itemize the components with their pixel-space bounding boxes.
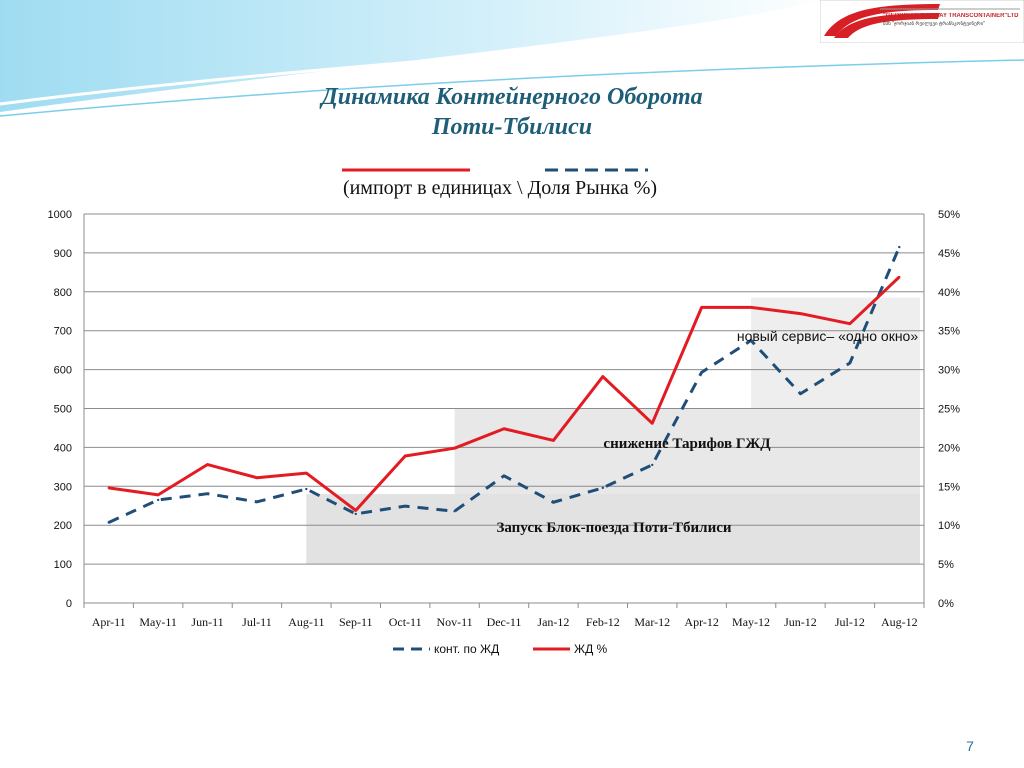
- data-point: [700, 306, 703, 309]
- data-point: [403, 504, 407, 508]
- left-tick-label: 0: [66, 598, 72, 610]
- x-tick-label: Jun-12: [784, 615, 817, 629]
- series-lines: [107, 245, 901, 524]
- page-title: Динамика Контейнерного Оборота Поти-Тбил…: [0, 82, 1024, 142]
- data-point: [749, 339, 753, 342]
- x-tick-label: May-12: [732, 615, 770, 629]
- data-point: [651, 422, 654, 425]
- data-point: [255, 476, 259, 479]
- subtitle: (импорт в единицах \ Доля Рынка %): [342, 177, 658, 199]
- x-tick-label: Jun-11: [191, 615, 223, 629]
- data-point: [403, 454, 407, 458]
- x-tick-label: Aug-11: [288, 615, 324, 629]
- right-tick-label: 0%: [938, 598, 954, 610]
- left-tick-label: 1000: [48, 209, 72, 221]
- data-point: [354, 512, 357, 516]
- x-tick-label: Apr-11: [92, 615, 126, 629]
- data-point: [700, 371, 703, 374]
- x-tick-label: Nov-11: [436, 615, 472, 629]
- x-tick-label: Jul-11: [242, 615, 272, 629]
- data-point: [552, 501, 555, 504]
- data-point: [799, 392, 802, 395]
- left-tick-label: 600: [54, 365, 72, 377]
- logo-georgian-name: შპს "ჯორჯიან რეილვეი ტრანსკონტეინერი": [883, 21, 985, 27]
- left-axis-ticks: 0 100 200 300 400 500 600 700 800 900 1000: [48, 209, 72, 610]
- legend-label-share: ЖД %: [574, 642, 608, 656]
- data-point: [601, 486, 605, 490]
- gridlines: [84, 213, 924, 604]
- data-point: [107, 521, 110, 524]
- company-logo: [820, 0, 1024, 43]
- data-point: [156, 493, 160, 497]
- right-tick-label: 30%: [938, 365, 960, 377]
- data-point: [848, 322, 852, 325]
- header-wave-decoration: [0, 0, 1024, 117]
- title-line-2: Поти-Тбилиси: [431, 114, 593, 140]
- data-point: [749, 306, 753, 309]
- logo-company-name: "GEORGIAN RAILWAY TRANSCONTAINER"LTD: [883, 13, 1019, 19]
- left-tick-label: 800: [54, 287, 72, 299]
- right-tick-label: 50%: [938, 209, 960, 221]
- x-tick-label: Oct-11: [389, 615, 422, 629]
- x-axis-ticks: Apr-11 May-11 Jun-11 Jul-11 Aug-11 Sep-11 Oct-…: [92, 615, 918, 629]
- data-point: [354, 509, 357, 512]
- data-point: [898, 275, 901, 279]
- subtitle-legend-swatches: [342, 168, 648, 172]
- axes: [83, 214, 925, 608]
- data-point: [107, 486, 110, 490]
- right-tick-label: 20%: [938, 442, 960, 454]
- data-point: [453, 446, 456, 450]
- annotation-block-train: Запуск Блок-поезда Поти-Тбилиси: [496, 520, 732, 536]
- data-point: [898, 245, 901, 249]
- x-tick-label: Aug-12: [881, 615, 918, 629]
- left-tick-label: 700: [54, 326, 72, 338]
- title-line-1: Динамика Контейнерного Оборота: [321, 84, 703, 110]
- x-tick-label: Sep-11: [339, 615, 373, 629]
- left-tick-label: 200: [54, 520, 72, 532]
- x-tick-label: Mar-12: [634, 615, 670, 629]
- data-point: [206, 492, 209, 495]
- data-point: [502, 427, 506, 430]
- data-point: [601, 375, 605, 378]
- right-tick-label: 15%: [938, 481, 960, 493]
- legend-label-containers: конт. по ЖД: [434, 642, 499, 656]
- data-point: [305, 471, 308, 475]
- left-tick-label: 900: [54, 248, 72, 260]
- x-tick-label: May-11: [139, 615, 177, 629]
- x-tick-label: Feb-12: [586, 615, 620, 629]
- data-point: [156, 498, 160, 502]
- right-axis-ticks: 0% 5% 10% 15% 20% 25% 30% 35% 40% 45% 50%: [938, 209, 960, 610]
- right-tick-label: 5%: [938, 559, 954, 571]
- right-tick-label: 25%: [938, 404, 960, 416]
- x-tick-label: Jan-12: [537, 615, 569, 629]
- data-point: [799, 312, 802, 315]
- left-tick-label: 500: [54, 404, 72, 416]
- right-tick-label: 40%: [938, 287, 960, 299]
- right-tick-label: 35%: [938, 326, 960, 338]
- x-tick-label: Jul-12: [835, 615, 865, 629]
- legend: конт. по ЖД ЖД %: [393, 642, 608, 656]
- annotation-single-window: новый сервис– «одно окно»: [736, 328, 919, 344]
- data-point: [651, 463, 654, 467]
- annotation-tariff-reduction: снижение Тарифов ГЖД: [603, 436, 771, 452]
- x-tick-label: Dec-11: [487, 615, 522, 629]
- data-point: [552, 439, 555, 442]
- data-point: [453, 509, 456, 513]
- left-tick-label: 100: [54, 559, 72, 571]
- data-point: [502, 474, 506, 477]
- data-point: [206, 463, 209, 466]
- right-tick-label: 45%: [938, 248, 960, 260]
- left-tick-label: 400: [54, 442, 72, 454]
- page-number: 7: [966, 738, 974, 754]
- data-point: [255, 500, 259, 504]
- x-tick-label: Apr-12: [684, 615, 718, 629]
- right-tick-label: 10%: [938, 520, 960, 532]
- data-point: [305, 487, 308, 491]
- data-point: [848, 361, 852, 365]
- left-tick-label: 300: [54, 481, 72, 493]
